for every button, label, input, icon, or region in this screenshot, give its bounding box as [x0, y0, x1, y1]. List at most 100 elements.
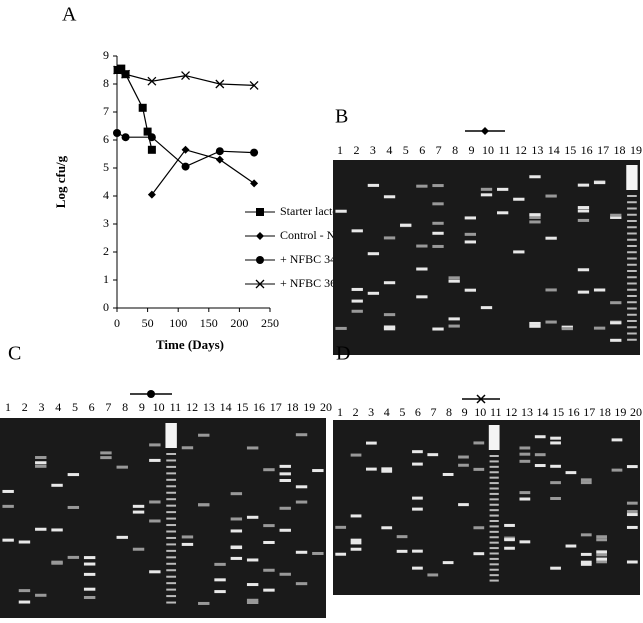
lane-number: 16 [253, 400, 265, 414]
lane-number: 14 [548, 143, 560, 157]
marker [181, 71, 191, 81]
gel-band [381, 469, 393, 473]
gel-band [534, 435, 546, 439]
lane-number: 10 [482, 143, 494, 157]
gel-band [580, 533, 592, 537]
gel-band [593, 326, 606, 330]
lane-number: 10 [474, 405, 486, 419]
lane-number: 2 [22, 400, 28, 414]
gel-band [577, 290, 590, 294]
gel-band [279, 472, 291, 476]
gel-band [350, 541, 362, 545]
panel-label: A [62, 4, 77, 26]
gel-band [230, 529, 243, 533]
gel-band [432, 221, 444, 225]
ladder-band [166, 601, 177, 604]
gel-band [366, 441, 377, 445]
ladder-band [627, 238, 637, 241]
gel-band [295, 485, 308, 489]
gel-band [132, 504, 145, 508]
lane-number: 2 [353, 405, 359, 419]
ladder-band [489, 471, 499, 474]
gel-band [35, 461, 47, 465]
gel-band [35, 593, 47, 597]
lane-number: 12 [505, 405, 517, 419]
gel-band [351, 299, 363, 303]
lane-number: 16 [581, 143, 593, 157]
ladder-band [627, 201, 637, 204]
gel-band [149, 458, 161, 462]
gel-band [246, 598, 259, 602]
ladder-band [166, 582, 177, 585]
ladder-band [489, 514, 499, 517]
gel-band [497, 211, 509, 215]
gel-band [464, 216, 476, 220]
lane-number: 17 [583, 405, 595, 419]
gel-band [381, 526, 393, 530]
y-tick-label: 3 [103, 216, 109, 230]
gel-band [473, 552, 485, 556]
ladder-band [489, 552, 499, 555]
gel-band [263, 540, 275, 544]
ladder-top [626, 165, 638, 190]
lane-number: 13 [531, 143, 543, 157]
gel-band [577, 218, 590, 222]
marker [181, 162, 190, 171]
gel-band [416, 184, 428, 188]
gel-band [181, 446, 194, 450]
gel-band [442, 472, 454, 476]
gel-band [610, 338, 622, 342]
gel-band [246, 515, 259, 519]
gel-band [100, 451, 112, 455]
gel-band [565, 471, 577, 475]
gel-band [580, 552, 592, 556]
ladder-band [627, 207, 637, 210]
gel-band [565, 544, 577, 548]
gel-band [279, 572, 291, 576]
marker [181, 145, 190, 154]
ladder-band [627, 301, 637, 304]
gel-band [295, 433, 308, 437]
gel-band [442, 561, 454, 565]
gel-band [198, 601, 210, 605]
gel-band [214, 590, 226, 594]
gel-band [351, 229, 363, 233]
lane-number: 3 [368, 405, 374, 419]
gel-band [529, 215, 541, 219]
gel-band [519, 491, 531, 495]
gel-band [577, 209, 590, 213]
ladder-band [166, 595, 177, 598]
gel-band [412, 462, 423, 466]
ladder-band [489, 520, 499, 522]
ladder-band [627, 195, 637, 197]
marker [113, 129, 121, 137]
gel-band [2, 538, 14, 542]
gel-band [432, 231, 444, 235]
lane-number: 1 [5, 400, 11, 414]
gel-band [279, 506, 291, 510]
gel-band [132, 510, 145, 514]
gel-band [381, 467, 393, 471]
gel-band [504, 538, 515, 542]
gel-band [83, 587, 96, 591]
lane-number: 19 [630, 143, 642, 157]
gel-band [335, 326, 347, 330]
marker [147, 76, 157, 86]
gel-band [626, 465, 638, 469]
marker [147, 133, 156, 142]
gel-band [519, 452, 531, 456]
gel-band [279, 528, 291, 532]
gel-band [550, 566, 561, 570]
lane-number: 6 [419, 143, 425, 157]
marker [256, 256, 264, 264]
gel-band [577, 206, 590, 210]
lane-number: 3 [38, 400, 44, 414]
y-axis-label: Log cfu/g [53, 155, 68, 208]
gel-band [295, 550, 308, 554]
gel-band [550, 481, 561, 485]
gel-band [230, 517, 243, 521]
gel-band [458, 503, 469, 507]
ladder-band [627, 220, 637, 222]
ladder-band [627, 232, 637, 235]
ladder-band [489, 536, 499, 539]
